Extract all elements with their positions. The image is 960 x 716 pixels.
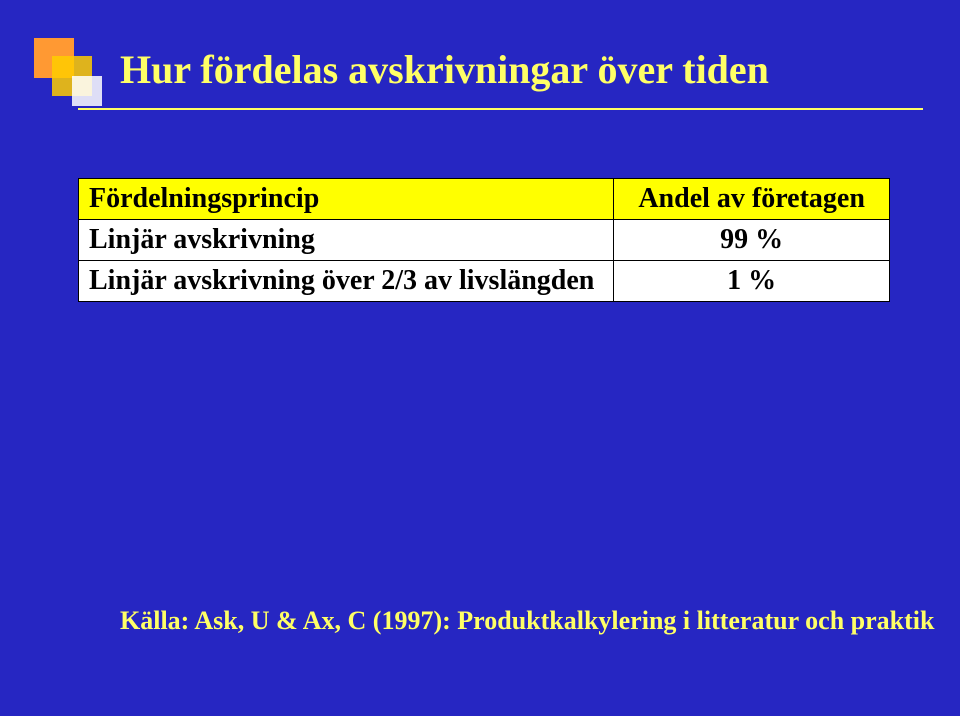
cell-principle: Linjär avskrivning över 2/3 av livslängd… [79, 261, 614, 302]
table-header-row: Fördelningsprincip Andel av företagen [79, 179, 890, 220]
title-underline [78, 108, 923, 110]
cell-share: 99 % [614, 220, 890, 261]
col-header-principle: Fördelningsprincip [79, 179, 614, 220]
title-bullet-decor [34, 38, 106, 110]
cell-share: 1 % [614, 261, 890, 302]
cell-principle: Linjär avskrivning [79, 220, 614, 261]
table-row: Linjär avskrivning 99 % [79, 220, 890, 261]
distribution-table: Fördelningsprincip Andel av företagen Li… [78, 178, 890, 302]
slide-title: Hur fördelas avskrivningar över tiden [120, 46, 769, 93]
slide: Hur fördelas avskrivningar över tiden Fö… [0, 0, 960, 716]
source-citation: Källa: Ask, U & Ax, C (1997): Produktkal… [120, 606, 934, 636]
table-row: Linjär avskrivning över 2/3 av livslängd… [79, 261, 890, 302]
col-header-share: Andel av företagen [614, 179, 890, 220]
decor-square-white [72, 76, 102, 106]
